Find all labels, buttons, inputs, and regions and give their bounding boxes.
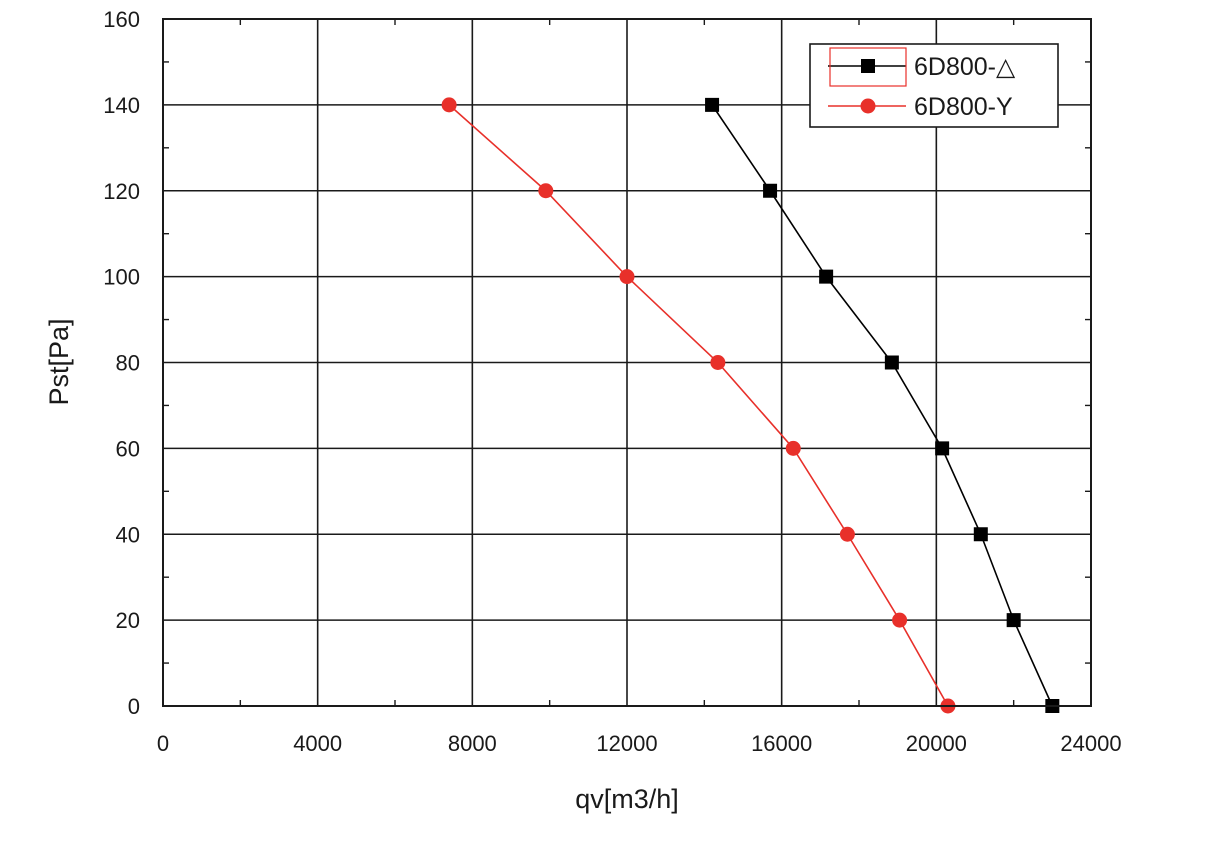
data-point	[538, 183, 554, 199]
x-tick-label: 0	[157, 731, 169, 756]
x-axis-title: qv[m3/h]	[575, 784, 679, 814]
data-point	[884, 355, 899, 370]
y-tick-label: 60	[116, 436, 140, 461]
data-point	[705, 97, 720, 112]
y-tick-label: 100	[103, 265, 140, 290]
data-point	[892, 612, 908, 628]
x-tick-label: 24000	[1060, 731, 1121, 756]
data-point	[763, 183, 778, 198]
y-tick-label: 140	[103, 93, 140, 118]
x-tick-label: 20000	[906, 731, 967, 756]
data-point	[785, 440, 801, 456]
y-tick-label: 20	[116, 608, 140, 633]
data-point	[619, 269, 635, 285]
plot-frame	[162, 18, 1092, 707]
y-tick-label: 40	[116, 522, 140, 547]
series-layer	[441, 97, 1060, 714]
legend-label: 6D800-Y	[914, 93, 1013, 121]
series-1	[705, 97, 1060, 713]
x-tick-labels: 0 4000 8000 12000 16000 20000 24000	[157, 731, 1122, 756]
series-line	[711, 104, 1054, 707]
legend-item: 6D800-△	[828, 53, 1016, 81]
x-tick-label: 16000	[751, 731, 812, 756]
legend-marker	[861, 59, 875, 73]
legend-item: 6D800-Y	[828, 93, 1013, 121]
y-tick-label: 80	[116, 351, 140, 376]
data-point	[441, 97, 457, 113]
x-tick-label: 12000	[596, 731, 657, 756]
legend-marker	[860, 98, 876, 114]
data-point	[1006, 613, 1021, 628]
data-point	[973, 527, 988, 542]
y-tick-label: 160	[103, 7, 140, 32]
data-point	[839, 526, 855, 542]
y-axis-title: Pst[Pa]	[44, 318, 74, 405]
x-tick-label: 8000	[448, 731, 497, 756]
legend-label: 6D800-△	[914, 53, 1016, 81]
data-point	[935, 441, 950, 456]
legend-highlight	[829, 47, 907, 87]
y-tick-label: 0	[128, 694, 140, 719]
data-point	[819, 269, 834, 284]
minor-ticks	[163, 19, 1091, 706]
legend: 6D800-△ 6D800-Y	[809, 43, 1059, 128]
y-tick-labels: 0 20 40 60 80 100 120 140 160	[103, 7, 140, 719]
y-tick-label: 120	[103, 179, 140, 204]
series-line	[448, 104, 949, 707]
x-tick-label: 4000	[293, 731, 342, 756]
series-2	[441, 97, 956, 714]
data-point	[710, 355, 726, 370]
